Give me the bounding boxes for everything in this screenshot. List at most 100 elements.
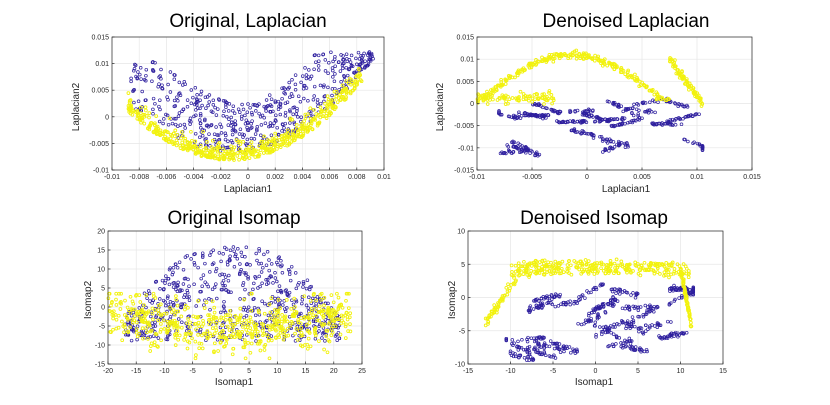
data-point — [314, 60, 318, 64]
data-point — [106, 296, 111, 301]
data-point — [174, 310, 178, 314]
data-point — [697, 142, 702, 146]
data-point — [642, 349, 647, 354]
data-point — [534, 61, 539, 66]
data-point — [689, 324, 693, 329]
data-point — [186, 305, 190, 310]
data-point — [198, 135, 202, 140]
data-point — [529, 148, 533, 153]
data-point — [263, 320, 268, 324]
data-point — [250, 119, 254, 123]
data-point — [684, 331, 689, 335]
data-point — [217, 137, 222, 142]
data-point — [578, 297, 582, 301]
data-point — [301, 87, 306, 91]
data-point — [172, 281, 176, 285]
data-point — [695, 141, 700, 146]
data-point — [239, 117, 244, 121]
data-point — [485, 98, 490, 102]
data-point — [309, 119, 314, 123]
data-point — [357, 71, 362, 76]
data-point — [631, 345, 635, 350]
x-tick-label: 5 — [247, 368, 251, 375]
data-point — [629, 339, 634, 343]
data-point — [545, 270, 549, 274]
data-point — [541, 304, 545, 308]
data-point — [148, 329, 153, 334]
data-point — [180, 130, 184, 134]
data-point — [311, 319, 316, 324]
data-point — [536, 103, 540, 107]
data-point — [608, 301, 613, 305]
data-point — [620, 306, 625, 311]
data-point — [530, 99, 535, 104]
data-point — [360, 61, 365, 65]
data-point — [252, 281, 256, 286]
data-point — [646, 110, 651, 115]
data-point — [529, 336, 534, 340]
data-point — [283, 91, 287, 96]
data-point — [196, 333, 200, 337]
data-point — [700, 146, 705, 150]
data-point — [114, 297, 118, 302]
data-point — [273, 327, 278, 332]
data-point — [534, 150, 539, 154]
data-point — [549, 93, 554, 97]
data-point — [257, 249, 262, 253]
data-point — [548, 264, 552, 269]
data-point — [629, 293, 633, 297]
data-point — [668, 289, 672, 293]
data-point — [137, 306, 142, 310]
data-point — [560, 259, 565, 264]
data-point — [130, 299, 135, 304]
data-point — [594, 263, 599, 268]
series-1-points — [504, 282, 696, 363]
data-point — [601, 262, 606, 267]
data-point — [626, 304, 631, 309]
data-point — [186, 325, 190, 329]
data-point — [179, 325, 184, 330]
data-point — [209, 250, 213, 254]
x-tick-label: -0.01 — [469, 174, 485, 181]
data-point — [630, 315, 635, 319]
data-point — [253, 313, 258, 318]
data-point — [185, 148, 190, 153]
data-point — [193, 315, 198, 319]
data-point — [132, 318, 136, 323]
data-point — [108, 330, 113, 334]
data-point — [317, 304, 322, 309]
data-point — [120, 319, 124, 324]
data-point — [270, 310, 274, 314]
data-point — [135, 75, 140, 80]
data-point — [639, 263, 644, 268]
data-point — [290, 298, 294, 303]
data-point — [219, 340, 223, 345]
data-point — [543, 295, 548, 299]
data-point — [680, 295, 684, 300]
data-point — [193, 139, 198, 144]
data-point — [655, 321, 660, 325]
data-point — [298, 100, 303, 104]
data-point — [255, 103, 259, 108]
data-point — [558, 350, 563, 354]
data-point — [631, 269, 635, 273]
data-point — [280, 317, 284, 321]
data-point — [120, 338, 125, 343]
data-point — [315, 295, 320, 299]
data-point — [302, 323, 307, 327]
data-point — [629, 73, 634, 78]
data-point — [147, 291, 152, 296]
data-point — [143, 318, 148, 323]
data-point — [340, 83, 345, 88]
data-point — [607, 149, 611, 153]
data-point — [667, 275, 671, 280]
data-point — [244, 271, 248, 275]
data-point — [292, 120, 296, 125]
data-point — [511, 343, 515, 347]
data-point — [224, 105, 228, 110]
x-tick-label: -10 — [505, 368, 515, 375]
data-point — [585, 289, 589, 293]
data-point — [189, 101, 194, 106]
data-point — [612, 145, 617, 149]
data-point — [145, 296, 149, 300]
